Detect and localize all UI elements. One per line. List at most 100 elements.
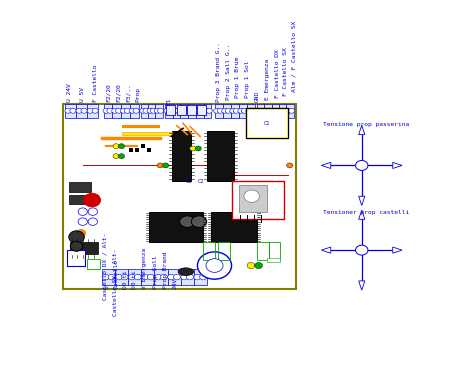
- Circle shape: [195, 108, 201, 113]
- Bar: [215, 104, 223, 118]
- Circle shape: [249, 108, 256, 113]
- Circle shape: [356, 245, 368, 255]
- Bar: [177, 104, 186, 115]
- Circle shape: [238, 108, 244, 113]
- Circle shape: [255, 262, 263, 269]
- Circle shape: [267, 108, 273, 113]
- Circle shape: [70, 108, 76, 113]
- Bar: [239, 185, 267, 212]
- Circle shape: [88, 218, 98, 225]
- Circle shape: [244, 190, 259, 202]
- Bar: [121, 104, 130, 118]
- Bar: [155, 104, 163, 118]
- Bar: [272, 104, 279, 118]
- Polygon shape: [358, 126, 365, 135]
- Circle shape: [147, 108, 153, 113]
- Bar: [172, 131, 191, 181]
- Polygon shape: [358, 196, 365, 205]
- Circle shape: [164, 108, 170, 113]
- Circle shape: [233, 108, 239, 113]
- Circle shape: [214, 108, 220, 113]
- Circle shape: [119, 144, 125, 149]
- Circle shape: [225, 108, 231, 113]
- Text: C3: C3: [186, 179, 192, 184]
- Bar: [128, 270, 141, 285]
- Circle shape: [76, 108, 82, 113]
- Bar: [196, 104, 204, 118]
- Bar: [269, 242, 280, 260]
- Circle shape: [288, 108, 295, 113]
- Bar: [238, 104, 247, 118]
- Circle shape: [108, 274, 115, 280]
- Bar: [279, 104, 286, 118]
- Bar: [204, 104, 211, 118]
- Bar: [141, 270, 154, 285]
- Circle shape: [241, 108, 248, 113]
- Text: F Castello DX: F Castello DX: [275, 50, 280, 98]
- Bar: [194, 270, 207, 285]
- Circle shape: [87, 108, 93, 113]
- Circle shape: [78, 218, 88, 225]
- Polygon shape: [393, 162, 402, 169]
- Circle shape: [195, 146, 201, 151]
- Bar: [257, 242, 269, 260]
- Circle shape: [256, 108, 262, 113]
- Circle shape: [281, 108, 288, 113]
- Text: Prop 1 Sol: Prop 1 Sol: [245, 61, 250, 98]
- Bar: [203, 242, 215, 260]
- Circle shape: [222, 108, 228, 113]
- Bar: [264, 104, 272, 118]
- Bar: [147, 148, 151, 152]
- Circle shape: [88, 208, 98, 215]
- Circle shape: [278, 108, 284, 113]
- Circle shape: [103, 108, 109, 113]
- Bar: [129, 148, 133, 152]
- Circle shape: [246, 108, 252, 113]
- Circle shape: [107, 108, 113, 113]
- Text: F1: F1: [167, 97, 171, 104]
- Ellipse shape: [178, 268, 194, 276]
- Text: F3/..: F3/..: [126, 84, 131, 102]
- Ellipse shape: [179, 216, 195, 227]
- Circle shape: [157, 163, 163, 168]
- Circle shape: [187, 108, 193, 113]
- Bar: [267, 258, 280, 262]
- Text: U 5V: U 5V: [79, 87, 85, 102]
- Text: C2: C2: [198, 179, 204, 184]
- Circle shape: [259, 108, 266, 113]
- Circle shape: [115, 274, 122, 280]
- Circle shape: [247, 262, 255, 269]
- Bar: [121, 132, 172, 135]
- Bar: [76, 104, 87, 118]
- Text: U: U: [104, 286, 109, 290]
- Bar: [165, 104, 173, 118]
- Circle shape: [155, 274, 161, 280]
- Circle shape: [78, 208, 88, 215]
- Circle shape: [92, 108, 98, 113]
- Circle shape: [206, 108, 212, 113]
- Text: F Castello SX: F Castello SX: [283, 47, 288, 96]
- Text: V Emergenza: V Emergenza: [142, 248, 148, 290]
- Circle shape: [160, 274, 167, 280]
- Polygon shape: [358, 281, 365, 290]
- Bar: [63, 104, 296, 289]
- Circle shape: [129, 274, 135, 280]
- Bar: [231, 181, 284, 219]
- Circle shape: [102, 274, 109, 280]
- Text: D0 ti: D0 ti: [123, 271, 128, 290]
- Circle shape: [199, 274, 207, 280]
- Circle shape: [81, 108, 87, 113]
- Bar: [198, 104, 206, 115]
- Circle shape: [168, 274, 175, 280]
- Circle shape: [147, 274, 154, 280]
- Circle shape: [133, 108, 139, 113]
- Circle shape: [65, 108, 71, 113]
- Bar: [69, 182, 90, 192]
- Bar: [247, 109, 287, 137]
- Bar: [69, 195, 89, 204]
- Circle shape: [356, 161, 368, 170]
- Text: F2/20: F2/20: [116, 84, 121, 102]
- Bar: [121, 126, 160, 129]
- Bar: [141, 144, 145, 149]
- Bar: [70, 242, 98, 254]
